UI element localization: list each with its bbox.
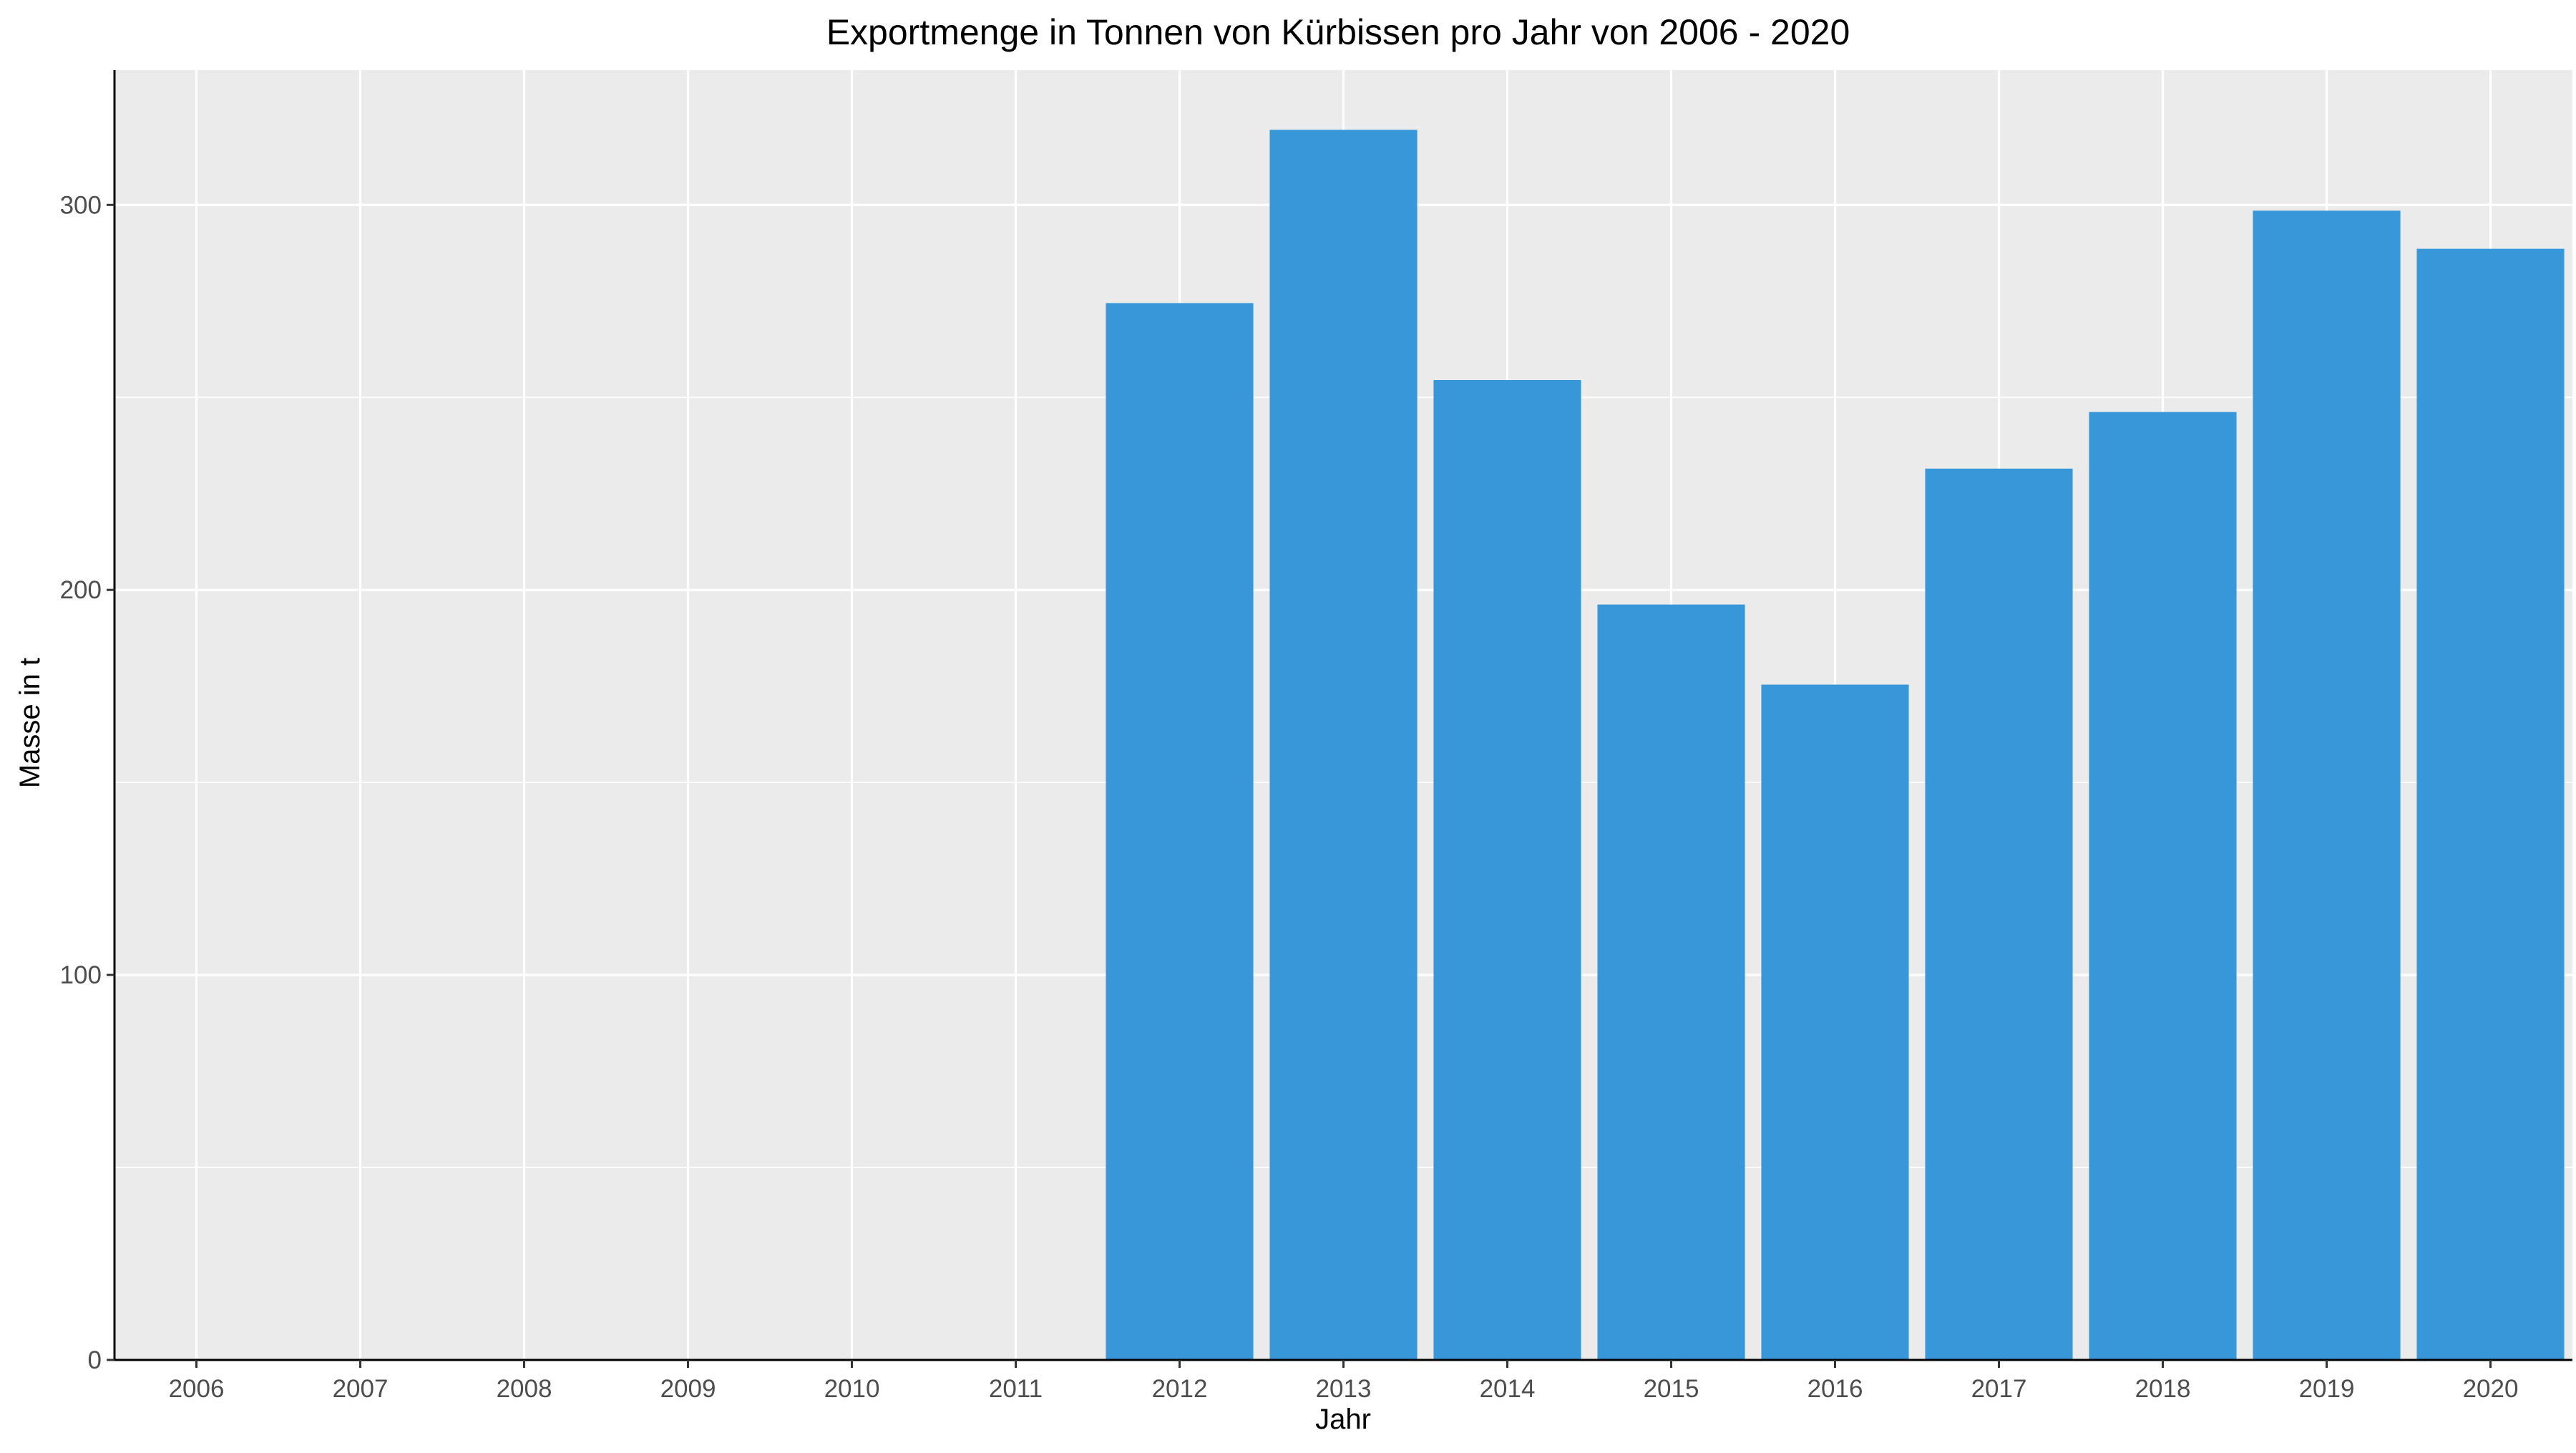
x-axis-label: Jahr xyxy=(1315,1404,1371,1435)
bar-2013 xyxy=(1269,130,1418,1361)
x-tick-label: 2015 xyxy=(1644,1375,1699,1403)
bar-2018 xyxy=(2089,412,2237,1360)
chart-title: Exportmenge in Tonnen von Kürbissen pro … xyxy=(826,12,1850,52)
x-tick-label: 2008 xyxy=(497,1375,552,1403)
x-tick-label: 2012 xyxy=(1152,1375,1208,1403)
bar-2020 xyxy=(2416,248,2565,1360)
bar-2012 xyxy=(1106,303,1254,1361)
y-tick-label: 0 xyxy=(88,1346,102,1374)
x-tick-label: 2010 xyxy=(824,1375,880,1403)
x-tick-label: 2016 xyxy=(1807,1375,1863,1403)
x-tick-label: 2011 xyxy=(989,1375,1043,1403)
y-tick-label: 100 xyxy=(60,961,102,989)
bar-2015 xyxy=(1597,604,1745,1361)
x-tick-label: 2020 xyxy=(2463,1375,2519,1403)
x-tick-label: 2006 xyxy=(169,1375,225,1403)
x-tick-label: 2018 xyxy=(2135,1375,2191,1403)
bar-2017 xyxy=(1925,468,2073,1360)
x-tick-label: 2017 xyxy=(1971,1375,2027,1403)
x-tick-label: 2019 xyxy=(2299,1375,2355,1403)
x-tick-label: 2014 xyxy=(1480,1375,1536,1403)
x-tick-label: 2007 xyxy=(333,1375,389,1403)
x-tick-label: 2013 xyxy=(1316,1375,1372,1403)
bar-2019 xyxy=(2253,210,2401,1361)
y-axis-label: Masse in t xyxy=(14,658,46,788)
y-tick-label: 200 xyxy=(60,576,102,604)
bar-2016 xyxy=(1761,684,1909,1360)
x-tick-label: 2009 xyxy=(660,1375,716,1403)
y-tick-label: 300 xyxy=(60,191,102,219)
bar-2014 xyxy=(1433,380,1581,1361)
